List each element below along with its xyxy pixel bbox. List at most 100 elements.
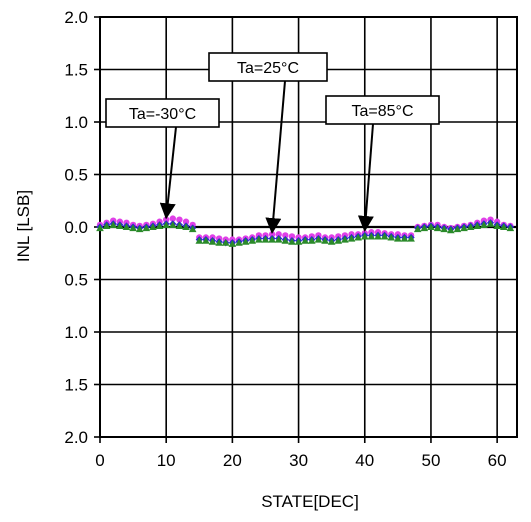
data-point (195, 236, 204, 244)
y-tick-labels: 2.0 1.5 1.0 0.5 0.0 0.5 1.0 1.5 2.0 (64, 8, 88, 447)
data-point (453, 225, 462, 233)
data-point (182, 223, 190, 231)
data-point (360, 232, 369, 240)
data-point (486, 220, 495, 227)
data-point (288, 233, 296, 240)
data-point (261, 235, 270, 243)
data-point (248, 236, 257, 244)
y-tick-label: 0.5 (64, 271, 88, 290)
data-point (176, 216, 183, 223)
callout-label: Ta=-30°C (129, 106, 196, 123)
data-point (327, 237, 336, 245)
data-point (122, 223, 131, 231)
data-point (394, 234, 402, 242)
x-tick-label: 10 (157, 451, 176, 470)
y-tick-label: 1.0 (64, 323, 88, 342)
data-point (440, 225, 448, 233)
data-point (294, 237, 303, 245)
data-point (321, 236, 329, 244)
data-point (241, 237, 250, 245)
data-point (288, 237, 296, 245)
data-point (255, 235, 263, 243)
y-tick-label: 0.5 (64, 166, 88, 185)
data-point (202, 236, 210, 244)
callout-arrow (265, 80, 286, 235)
callouts: Ta=-30°C Ta=25°C Ta=85°C (105, 52, 440, 235)
y-tick-label: 0.0 (64, 218, 88, 237)
y-tick-label: 2.0 (64, 428, 88, 447)
data-point (374, 232, 382, 240)
data-point (228, 240, 237, 247)
series-3 (96, 220, 515, 247)
data-point (182, 218, 190, 225)
data-point (334, 236, 343, 244)
data-point (499, 223, 508, 231)
x-tick-label: 50 (421, 451, 440, 470)
data-point (116, 222, 124, 229)
data-point (367, 232, 376, 240)
x-tick-label: 0 (95, 451, 104, 470)
callout-arrow (357, 123, 374, 232)
data-point (447, 226, 455, 234)
data-point (473, 222, 482, 229)
x-axis-title: STATE[DEC] (261, 492, 359, 511)
data-point (301, 236, 309, 244)
data-point (341, 235, 349, 243)
callout-box (105, 98, 220, 128)
data-point (208, 237, 217, 245)
data-point (460, 224, 468, 232)
data-point (169, 221, 177, 228)
data-point (235, 238, 243, 246)
x-tick-labels: 0 10 20 30 40 50 60 (95, 451, 506, 470)
data-point (493, 222, 501, 229)
data-point (215, 238, 223, 246)
data-point (466, 223, 475, 231)
data-point (281, 236, 290, 244)
callout-label: Ta=85°C (352, 103, 414, 120)
data-point (188, 225, 197, 233)
y-tick-label: 1.0 (64, 113, 88, 132)
data-point (162, 221, 170, 228)
data-point (109, 221, 118, 228)
data-point (142, 224, 151, 232)
data-point (407, 234, 415, 242)
data-point (420, 224, 429, 232)
data-point (314, 235, 323, 243)
data-point (274, 235, 283, 243)
data-point (135, 225, 144, 233)
data-point (387, 233, 396, 241)
data-point (400, 234, 409, 242)
y-tick-label: 1.5 (64, 376, 88, 395)
callout-1: Ta=-30°C (105, 98, 220, 220)
data-point (480, 221, 488, 228)
callout-box (208, 52, 328, 82)
data-point (96, 224, 104, 232)
data-point (129, 224, 137, 232)
callout-2: Ta=25°C (208, 52, 328, 235)
data-point (282, 232, 289, 239)
x-tick-label: 60 (488, 451, 507, 470)
data-point (413, 225, 422, 233)
data-point (149, 223, 157, 231)
data-point (102, 222, 111, 229)
data-point (354, 233, 362, 241)
x-tick-label: 20 (223, 451, 242, 470)
callout-arrow (159, 126, 177, 220)
y-axis-title: INL [LSB] (14, 190, 33, 262)
data-point (155, 222, 164, 229)
data-point (308, 236, 316, 244)
y-tick-label: 1.5 (64, 61, 88, 80)
data-points (96, 215, 515, 247)
data-point (347, 234, 356, 242)
data-point (380, 232, 389, 240)
data-point (268, 235, 276, 243)
callout-3: Ta=85°C (325, 95, 440, 232)
data-point (427, 223, 435, 231)
data-point (175, 222, 184, 229)
x-tick-label: 40 (355, 451, 374, 470)
data-point (221, 238, 230, 246)
x-tick-label: 30 (289, 451, 308, 470)
data-point (506, 224, 515, 232)
callout-box (325, 95, 440, 125)
